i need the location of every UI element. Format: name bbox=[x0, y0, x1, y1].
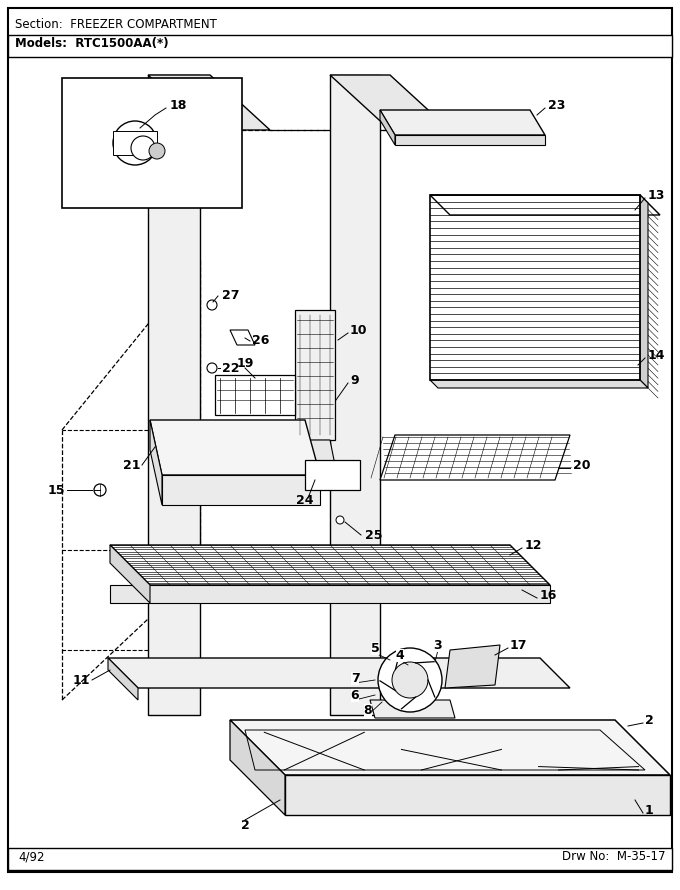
Text: 3: 3 bbox=[434, 638, 442, 651]
Circle shape bbox=[94, 484, 106, 496]
Polygon shape bbox=[330, 75, 450, 130]
Polygon shape bbox=[162, 475, 320, 505]
Polygon shape bbox=[295, 310, 335, 440]
Text: 6: 6 bbox=[351, 689, 359, 701]
Polygon shape bbox=[445, 645, 500, 688]
Text: 18: 18 bbox=[170, 99, 188, 111]
Polygon shape bbox=[430, 380, 648, 388]
Polygon shape bbox=[395, 135, 545, 145]
Text: 24: 24 bbox=[296, 493, 313, 506]
Polygon shape bbox=[330, 75, 380, 715]
Bar bbox=[62, 78, 242, 208]
Bar bbox=[8, 35, 672, 57]
Polygon shape bbox=[110, 545, 550, 585]
Text: 4/92: 4/92 bbox=[18, 850, 44, 863]
Text: 16: 16 bbox=[540, 588, 558, 602]
Text: 4: 4 bbox=[396, 649, 405, 661]
Text: 2: 2 bbox=[645, 714, 653, 726]
Text: 9: 9 bbox=[350, 374, 358, 386]
Circle shape bbox=[131, 136, 155, 160]
Polygon shape bbox=[370, 700, 455, 718]
Polygon shape bbox=[148, 75, 270, 130]
Bar bbox=[305, 460, 360, 490]
Polygon shape bbox=[110, 545, 150, 603]
Polygon shape bbox=[430, 195, 660, 215]
Text: 15: 15 bbox=[48, 483, 65, 497]
Text: 19: 19 bbox=[237, 357, 254, 369]
Text: 26: 26 bbox=[252, 334, 269, 346]
Polygon shape bbox=[285, 775, 670, 815]
Text: 27: 27 bbox=[222, 288, 239, 302]
Bar bbox=[8, 848, 672, 870]
Text: 22: 22 bbox=[222, 361, 239, 375]
Circle shape bbox=[113, 121, 157, 165]
Text: Section:  FREEZER COMPARTMENT: Section: FREEZER COMPARTMENT bbox=[15, 18, 217, 31]
Text: 13: 13 bbox=[648, 189, 665, 201]
Text: 20: 20 bbox=[573, 458, 590, 472]
Circle shape bbox=[207, 300, 217, 310]
Circle shape bbox=[149, 143, 165, 159]
Polygon shape bbox=[380, 110, 545, 135]
Text: Drw No:  M-35-17: Drw No: M-35-17 bbox=[562, 850, 665, 863]
Text: 23: 23 bbox=[548, 99, 565, 111]
Polygon shape bbox=[108, 658, 138, 700]
Text: 11: 11 bbox=[73, 674, 90, 686]
Text: 5: 5 bbox=[371, 642, 379, 654]
Text: 7: 7 bbox=[351, 671, 359, 684]
Polygon shape bbox=[215, 375, 295, 415]
Polygon shape bbox=[150, 420, 320, 475]
Polygon shape bbox=[380, 435, 570, 480]
Circle shape bbox=[336, 516, 344, 524]
Polygon shape bbox=[640, 195, 648, 388]
Circle shape bbox=[392, 662, 428, 698]
Polygon shape bbox=[230, 330, 255, 345]
Text: Models:  RTC1500AA(*): Models: RTC1500AA(*) bbox=[15, 37, 169, 50]
Polygon shape bbox=[110, 585, 550, 603]
Text: 17: 17 bbox=[510, 638, 528, 651]
Text: 25: 25 bbox=[365, 529, 382, 541]
Polygon shape bbox=[150, 420, 162, 505]
Circle shape bbox=[207, 363, 217, 373]
Text: 8: 8 bbox=[364, 703, 373, 716]
Polygon shape bbox=[230, 720, 670, 775]
Polygon shape bbox=[230, 720, 285, 815]
Circle shape bbox=[378, 648, 442, 712]
Text: 10: 10 bbox=[350, 323, 367, 336]
Text: 12: 12 bbox=[525, 538, 543, 552]
Text: 1: 1 bbox=[645, 804, 653, 816]
Polygon shape bbox=[380, 110, 395, 145]
Polygon shape bbox=[295, 440, 335, 465]
Polygon shape bbox=[148, 75, 200, 715]
Text: 14: 14 bbox=[648, 349, 666, 361]
Polygon shape bbox=[113, 131, 157, 155]
Polygon shape bbox=[108, 658, 570, 688]
Text: 2: 2 bbox=[241, 819, 250, 831]
Text: 21: 21 bbox=[122, 458, 140, 472]
